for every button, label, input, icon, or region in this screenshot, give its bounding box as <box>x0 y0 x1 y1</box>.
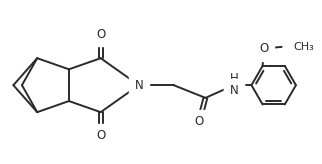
Text: N: N <box>134 79 143 92</box>
Text: H: H <box>230 72 238 85</box>
Text: O: O <box>260 42 269 55</box>
Text: O: O <box>96 28 105 41</box>
Text: O: O <box>96 129 105 143</box>
Text: N: N <box>230 84 238 97</box>
Text: CH₃: CH₃ <box>294 42 315 52</box>
Text: O: O <box>194 115 204 128</box>
